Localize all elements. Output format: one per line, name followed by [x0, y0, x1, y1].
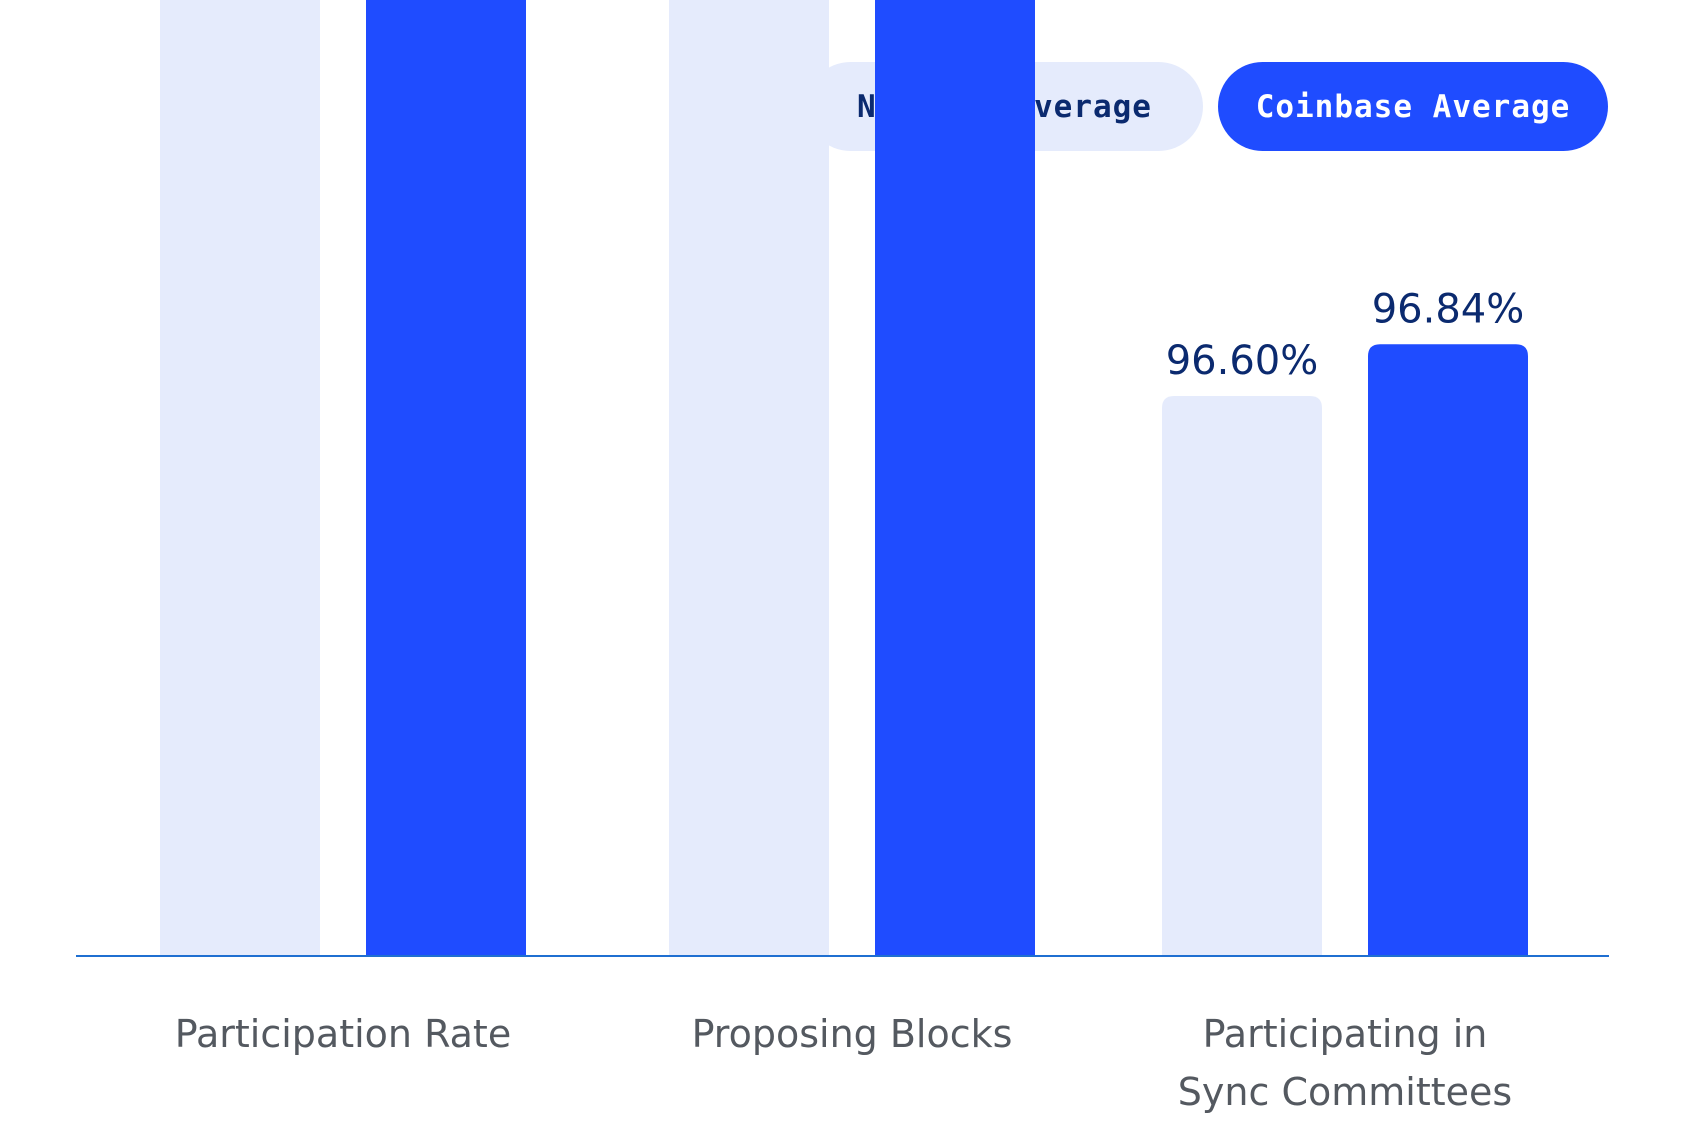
category-label-2: Proposing Blocks [691, 1012, 1013, 1056]
value-label-coinbase-3: 96.84% [1372, 286, 1525, 332]
bar-coinbase-2 [875, 0, 1035, 956]
category-label-3: Participating in Sync Committees [1177, 1012, 1513, 1114]
legend-coinbase-average: Coinbase Average [1218, 62, 1608, 151]
category-label-1: Participation Rate [174, 1012, 512, 1056]
value-label-network-3: 96.60% [1166, 338, 1319, 384]
bar-network-3 [1162, 396, 1322, 956]
bar-network-1 [160, 0, 320, 956]
bar-network-2 [669, 0, 829, 956]
bar-chart-plot: 99.76%99.40%96.60%99.92%99.79%96.84% [76, 0, 1609, 957]
bar-coinbase-1 [366, 0, 526, 956]
legend-coinbase-label: Coinbase Average [1255, 88, 1571, 125]
bar-coinbase-3 [1368, 344, 1528, 956]
